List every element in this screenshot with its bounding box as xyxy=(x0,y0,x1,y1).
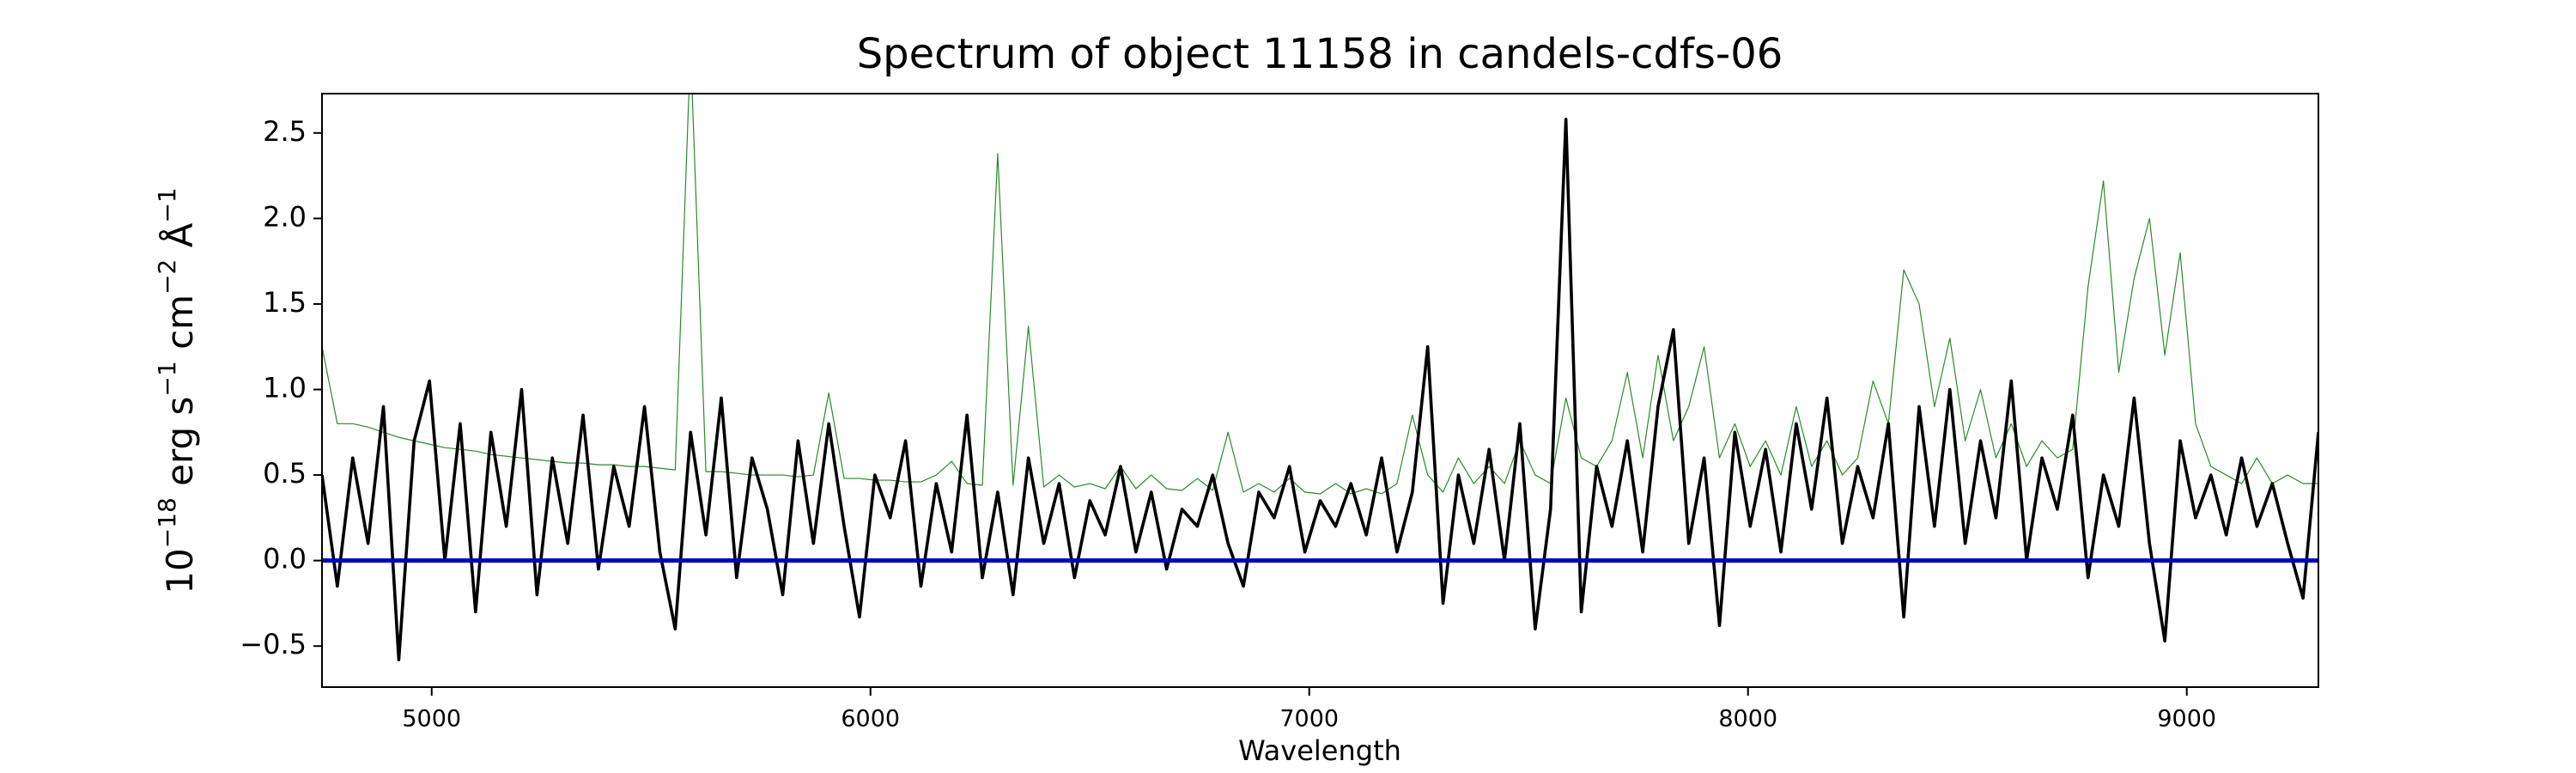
x-tick-label: 5000 xyxy=(402,706,461,733)
spectrum-line xyxy=(322,118,2318,661)
y-label-superscript: −2 xyxy=(153,259,181,295)
x-tick-label: 7000 xyxy=(1279,706,1339,733)
y-tick-label: −0.5 xyxy=(240,628,307,660)
spectrum-line xyxy=(322,94,2318,495)
plot-lines xyxy=(322,94,2318,661)
y-tick-label: 2.0 xyxy=(263,200,307,233)
chart-title: Spectrum of object 11158 in candels-cdfs… xyxy=(857,30,1783,78)
y-label-part: Å xyxy=(158,222,201,259)
y-label-superscript: −18 xyxy=(153,497,181,548)
y-label-superscript: −1 xyxy=(153,187,181,222)
y-tick-label: 2.5 xyxy=(263,115,307,148)
y-tick-label: 0.5 xyxy=(263,457,307,490)
x-tick-label: 6000 xyxy=(841,706,900,733)
x-axis-label: Wavelength xyxy=(1238,734,1401,767)
y-label-part: cm xyxy=(159,295,201,361)
x-tick-label: 8000 xyxy=(1718,706,1777,733)
y-tick-label: 0.0 xyxy=(263,543,307,575)
y-label-superscript: −1 xyxy=(153,361,181,396)
y-tick-label: 1.5 xyxy=(263,286,307,319)
x-tick-label: 9000 xyxy=(2157,706,2216,733)
y-label-part: erg s xyxy=(159,397,201,498)
y-tick-label: 1.0 xyxy=(263,372,307,405)
y-axis-label: 10−18 erg s−1 cm−2 Å−1 xyxy=(153,187,201,593)
y-label-part: 10 xyxy=(159,548,201,593)
